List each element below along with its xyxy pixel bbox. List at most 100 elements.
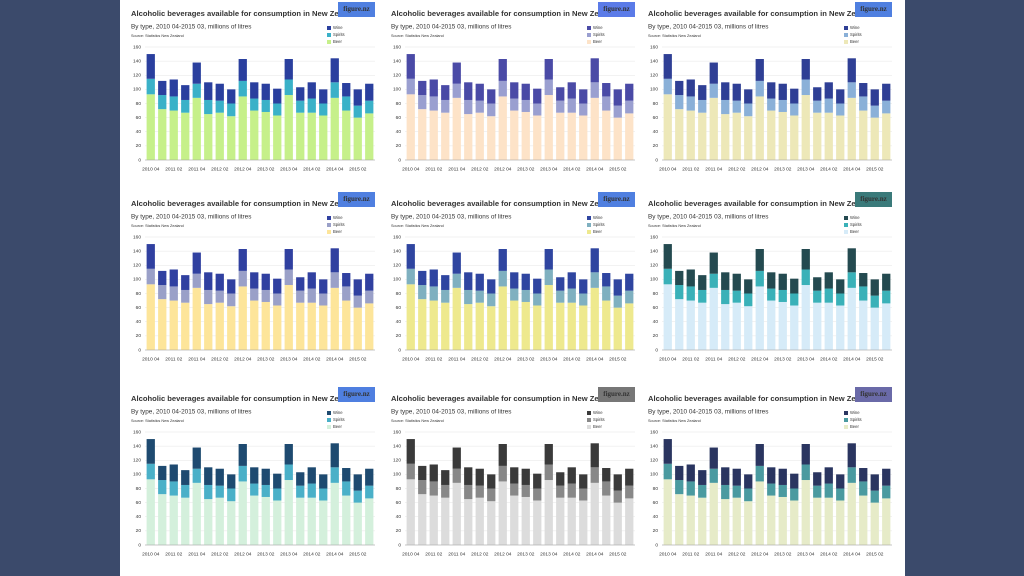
x-tick-label: 2014 04 [586, 166, 604, 172]
y-tick-label: 20 [136, 333, 142, 339]
bar-segment [353, 105, 362, 118]
bar-segment [158, 109, 167, 160]
bar-segment [227, 89, 236, 104]
bar-segment [342, 300, 351, 350]
bar-segment [510, 288, 519, 301]
bar-segment [215, 273, 224, 291]
bar-segment [296, 485, 305, 498]
bar-segment [556, 277, 565, 291]
logo-text[interactable]: figure.nz [603, 5, 630, 13]
bar-segment [533, 473, 542, 489]
bar-segment [250, 272, 259, 289]
bar-segment [709, 252, 718, 274]
x-tick-label: 2010 04 [659, 356, 677, 362]
y-tick-label: 80 [136, 101, 142, 107]
bar-segment [698, 289, 707, 303]
x-tick-label: 2012 04 [234, 356, 252, 362]
y-tick-label: 40 [653, 514, 659, 520]
bar-segment [353, 295, 362, 308]
logo-button[interactable] [598, 387, 635, 402]
logo-text[interactable]: figure.nz [343, 195, 370, 203]
legend-swatch [587, 230, 591, 234]
x-tick-label: 2010 04 [402, 551, 420, 557]
bar-segment [342, 83, 351, 97]
bar-segment [487, 279, 496, 294]
chart-title: Alcoholic beverages available for consum… [391, 9, 619, 18]
bar-segment [181, 85, 190, 100]
bar-segment [859, 495, 868, 545]
bar-segment [250, 467, 259, 484]
bar-segment [625, 485, 634, 499]
bar-segment [613, 89, 622, 106]
bar-segment [452, 252, 461, 274]
bar-segment [813, 497, 822, 545]
bar-segment [613, 105, 622, 118]
y-tick-label: 80 [136, 486, 142, 492]
bar-segment [192, 482, 201, 545]
y-tick-label: 60 [653, 500, 659, 506]
logo-text[interactable]: figure.nz [343, 5, 370, 13]
logo-button[interactable] [598, 192, 635, 207]
bar-segment [273, 473, 282, 489]
bar-segment [169, 286, 178, 301]
y-tick-label: 160 [133, 234, 141, 240]
bar-segment [579, 279, 588, 294]
bar-segment [882, 113, 891, 160]
logo-text[interactable]: figure.nz [343, 390, 370, 398]
bar-segment [181, 289, 190, 303]
bar-segment [579, 488, 588, 501]
y-tick-label: 80 [136, 291, 142, 297]
bar-segment [686, 464, 695, 482]
bar-segment [602, 83, 611, 97]
logo-text[interactable]: figure.nz [860, 390, 887, 398]
bar-segment [625, 468, 634, 486]
bar-segment [663, 244, 672, 269]
bar-segment [452, 482, 461, 545]
bar-segment [498, 481, 507, 545]
x-tick-label: 2013 04 [797, 551, 815, 557]
bar-segment [204, 114, 213, 160]
x-tick-label: 2013 04 [797, 356, 815, 362]
bar-segment [567, 497, 576, 545]
logo-button[interactable] [855, 2, 892, 17]
y-tick-label: 60 [396, 115, 402, 121]
bar-segment [342, 481, 351, 496]
bar-segment [418, 285, 427, 300]
bar-segment [567, 98, 576, 113]
bar-segment [790, 88, 799, 104]
bar-segment [567, 272, 576, 289]
bar-segment [521, 289, 530, 302]
bar-segment [675, 80, 684, 96]
bar-segment [475, 83, 484, 101]
logo-text[interactable]: figure.nz [603, 390, 630, 398]
logo-button[interactable] [855, 387, 892, 402]
bar-segment [544, 285, 553, 350]
chart-title: Alcoholic beverages available for consum… [131, 199, 359, 208]
x-tick-label: 2011 02 [425, 356, 442, 362]
logo-button[interactable] [855, 192, 892, 207]
y-tick-label: 120 [393, 73, 401, 79]
logo-text[interactable]: figure.nz [860, 195, 887, 203]
logo-button[interactable] [598, 2, 635, 17]
x-tick-label: 2012 02 [211, 356, 229, 362]
logo-button[interactable] [338, 192, 375, 207]
bar-segment [567, 483, 576, 498]
x-tick-label: 2013 02 [517, 551, 535, 557]
bar-segment [510, 110, 519, 160]
x-tick-label: 2012 02 [471, 356, 489, 362]
logo-text[interactable]: figure.nz [860, 5, 887, 13]
bar-segment [755, 59, 764, 81]
y-tick-label: 100 [133, 472, 141, 478]
y-tick-label: 120 [650, 73, 658, 79]
bar-segment [602, 286, 611, 301]
chart-source: Source: Statistics New Zealand [131, 34, 184, 38]
bar-segment [510, 300, 519, 350]
logo-button[interactable] [338, 2, 375, 17]
y-tick-label: 160 [650, 234, 658, 240]
bar-segment [261, 83, 270, 100]
x-tick-label: 2012 04 [751, 356, 769, 362]
logo-button[interactable] [338, 387, 375, 402]
bar-segment [181, 484, 190, 498]
logo-text[interactable]: figure.nz [603, 195, 630, 203]
chart-subtitle: By type, 2010 04-2015 03, millions of li… [648, 409, 768, 416]
